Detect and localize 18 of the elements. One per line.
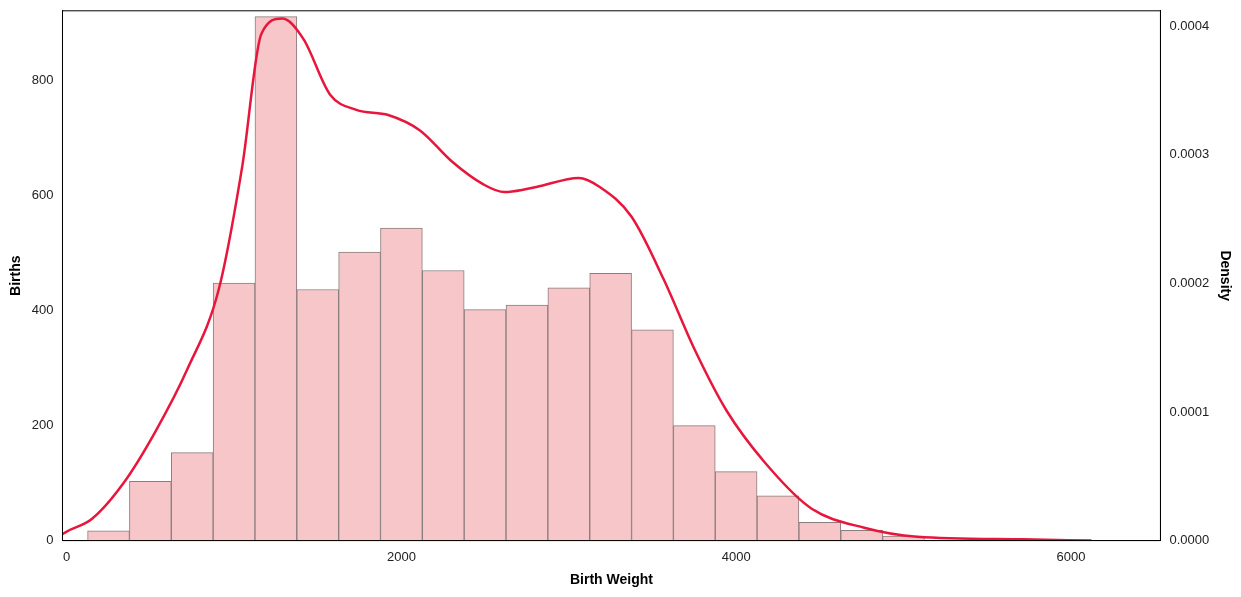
y-axis-title: Births: [7, 255, 24, 296]
x-tick-label: 6000: [1056, 548, 1086, 564]
x-tick-label: 0: [63, 548, 71, 564]
y2-axis-title: Density: [1217, 250, 1234, 302]
y2-tick-label: 0.0004: [1169, 17, 1210, 33]
y-tick-label: 600: [31, 187, 54, 203]
x-tick-label: 4000: [721, 548, 751, 564]
y2-tick-label: 0.0000: [1169, 532, 1210, 548]
y-tick-label: 800: [31, 72, 54, 88]
y2-tick-label: 0.0001: [1169, 403, 1210, 419]
y-tick-label: 0: [46, 532, 54, 548]
y-tick-label: 400: [31, 302, 54, 318]
y-tick-label: 200: [31, 417, 54, 433]
line-series: [62, 17, 1093, 541]
y2-tick-label: 0.0002: [1169, 274, 1210, 290]
y2-tick-label: 0.0003: [1169, 146, 1210, 162]
x-tick-label: 2000: [386, 548, 416, 564]
x-axis-title: Birth Weight: [569, 571, 654, 588]
